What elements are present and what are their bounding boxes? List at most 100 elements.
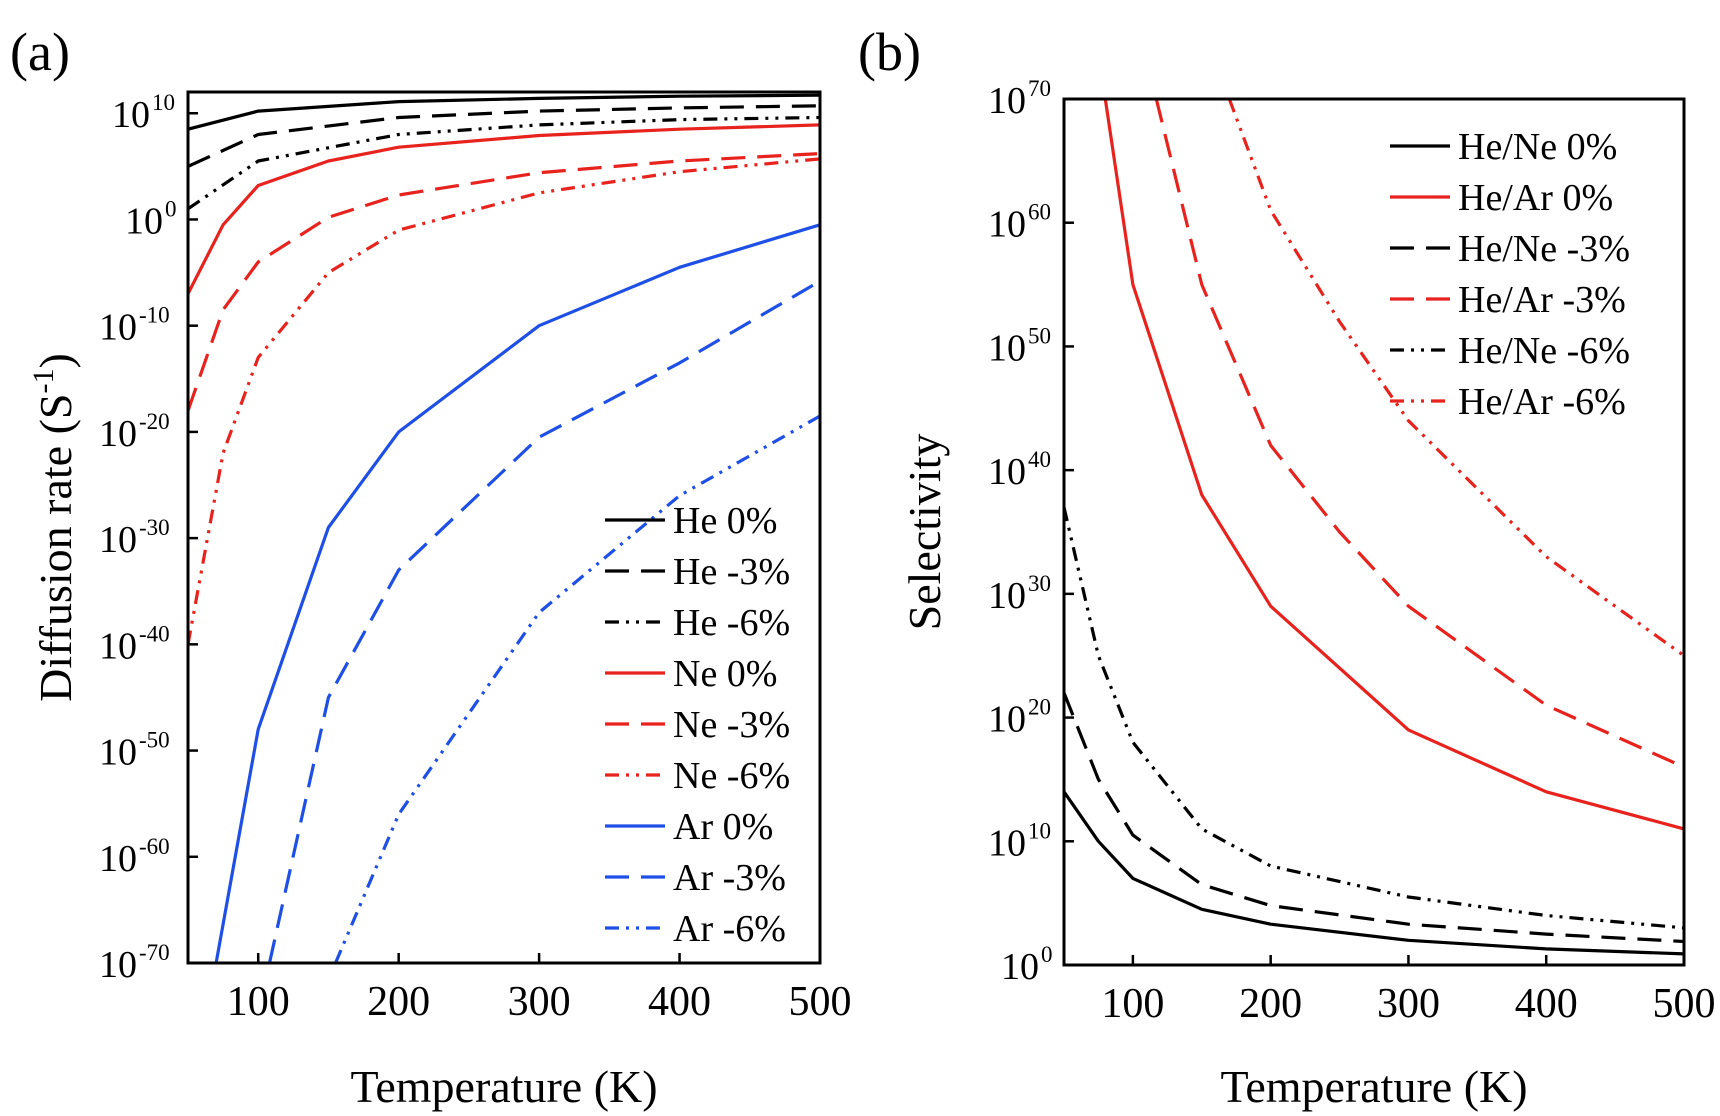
series-line-4 — [1154, 99, 1684, 769]
tick-label-exponent: -50 — [139, 728, 170, 753]
tick-label-base: 10 — [99, 413, 137, 455]
x-tick-label: 300 — [1377, 981, 1440, 1027]
x-tick-label: 500 — [1653, 981, 1716, 1027]
legend-label-4: He/Ar -3% — [1458, 279, 1626, 321]
y-tick-label: 10 -60 — [99, 834, 170, 880]
tick-label-base: 10 — [99, 307, 137, 349]
y-tick-label: 10 0 — [1001, 942, 1053, 988]
series-line-6 — [188, 157, 820, 645]
y-axis-label-close: ) — [30, 353, 81, 368]
y-tick-label: 10 10 — [988, 818, 1051, 864]
tick-label-exponent: 40 — [1028, 447, 1051, 472]
legend-label-6: Ne -6% — [673, 755, 790, 797]
y-tick-label: 10 40 — [988, 447, 1051, 493]
tick-label-exponent: -20 — [139, 409, 170, 434]
x-tick-label: 200 — [367, 979, 430, 1025]
x-tick-label: 400 — [1515, 981, 1578, 1027]
legend-label-7: Ar 0% — [673, 806, 773, 848]
tick-label-exponent: 20 — [1028, 695, 1051, 720]
series-line-6 — [1227, 99, 1684, 657]
series-line-7 — [214, 223, 820, 963]
tick-label-base: 10 — [988, 451, 1026, 493]
tick-label-base: 10 — [988, 575, 1026, 617]
panel-label: (a) — [10, 22, 70, 82]
tick-label-exponent: -70 — [139, 940, 170, 965]
legend-label-1: He 0% — [673, 500, 777, 542]
tick-label-base: 10 — [99, 625, 137, 667]
x-tick-label: 300 — [508, 979, 571, 1025]
legend-label-5: He/Ne -6% — [1458, 330, 1630, 372]
tick-label-base: 10 — [988, 204, 1026, 246]
legend-label-5: Ne -3% — [673, 704, 790, 746]
series-line-3 — [1064, 692, 1684, 944]
series-group — [1064, 99, 1684, 956]
y-tick-label: 10 -40 — [99, 621, 170, 667]
legend-label-3: He -6% — [673, 602, 790, 644]
tick-label-base: 10 — [99, 838, 137, 880]
y-tick-label: 10 -30 — [99, 515, 170, 561]
tick-label-exponent: 0 — [165, 196, 177, 221]
y-axis-label-main: Selectivity — [899, 434, 950, 631]
y-tick-label: 10 50 — [988, 323, 1051, 369]
legend-label-1: He/Ne 0% — [1458, 126, 1617, 168]
y-tick-label: 10 -70 — [99, 940, 170, 986]
tick-label-base: 10 — [112, 94, 150, 136]
tick-label-base: 10 — [988, 699, 1026, 741]
tick-label-exponent: -30 — [139, 515, 170, 540]
series-line-5 — [1064, 506, 1684, 930]
x-axis-label: Temperature (K) — [1220, 1061, 1527, 1112]
series-line-1 — [188, 93, 820, 131]
tick-label-exponent: 30 — [1028, 571, 1051, 596]
x-tick-label: 500 — [789, 979, 852, 1025]
x-tick-label: 200 — [1239, 981, 1302, 1027]
tick-label-exponent: -40 — [139, 621, 170, 646]
legend-label-4: Ne 0% — [673, 653, 777, 695]
y-tick-label: 10 20 — [988, 695, 1051, 741]
legend-label-3: He/Ne -3% — [1458, 228, 1630, 270]
legend-label-9: Ar -6% — [673, 908, 786, 950]
tick-label-exponent: 10 — [152, 90, 175, 115]
y-tick-label: 10 0 — [125, 196, 177, 242]
x-tick-label: 100 — [227, 979, 290, 1025]
tick-label-exponent: 70 — [1028, 76, 1051, 101]
x-axis-label: Temperature (K) — [350, 1061, 657, 1112]
legend-label-8: Ar -3% — [673, 857, 786, 899]
tick-label-exponent: 10 — [1028, 818, 1051, 843]
y-axis-label: Diffusion rate (S-1) — [27, 353, 81, 702]
y-tick-label: 10 -20 — [99, 409, 170, 455]
tick-label-exponent: -10 — [139, 303, 170, 328]
tick-label-base: 10 — [125, 200, 163, 242]
y-axis-label-main: Diffusion rate (S — [30, 394, 81, 702]
y-tick-label: 10 -50 — [99, 728, 170, 774]
plot-frame — [186, 90, 822, 965]
tick-label-exponent: 60 — [1028, 200, 1051, 225]
tick-label-base: 10 — [1001, 946, 1039, 988]
tick-label-base: 10 — [99, 519, 137, 561]
tick-label-base: 10 — [99, 944, 137, 986]
tick-label-base: 10 — [99, 732, 137, 774]
series-group — [188, 93, 820, 963]
y-tick-label: 10 60 — [988, 200, 1051, 246]
y-tick-label: 10 10 — [112, 90, 175, 136]
series-line-8 — [267, 279, 820, 963]
plot-frame — [1062, 97, 1686, 967]
y-tick-label: 10 70 — [988, 76, 1051, 122]
panel-label: (b) — [858, 22, 921, 82]
series-line-4 — [188, 123, 820, 295]
y-axis-label: Selectivity — [899, 434, 950, 631]
series-line-5 — [188, 152, 820, 412]
tick-label-exponent: 0 — [1041, 942, 1053, 967]
series-line-2 — [1103, 99, 1684, 831]
y-tick-label: 10 -10 — [99, 303, 170, 349]
legend-label-2: He -3% — [673, 551, 790, 593]
series-line-3 — [188, 115, 820, 211]
tick-label-exponent: 50 — [1028, 323, 1051, 348]
tick-label-base: 10 — [988, 327, 1026, 369]
x-tick-label: 400 — [648, 979, 711, 1025]
legend: He/Ne 0% He/Ar 0% He/Ne -3% He/Ar -3% He/Ne … — [1390, 126, 1630, 423]
series-line-1 — [1064, 790, 1684, 956]
x-tick-label: 100 — [1101, 981, 1164, 1027]
